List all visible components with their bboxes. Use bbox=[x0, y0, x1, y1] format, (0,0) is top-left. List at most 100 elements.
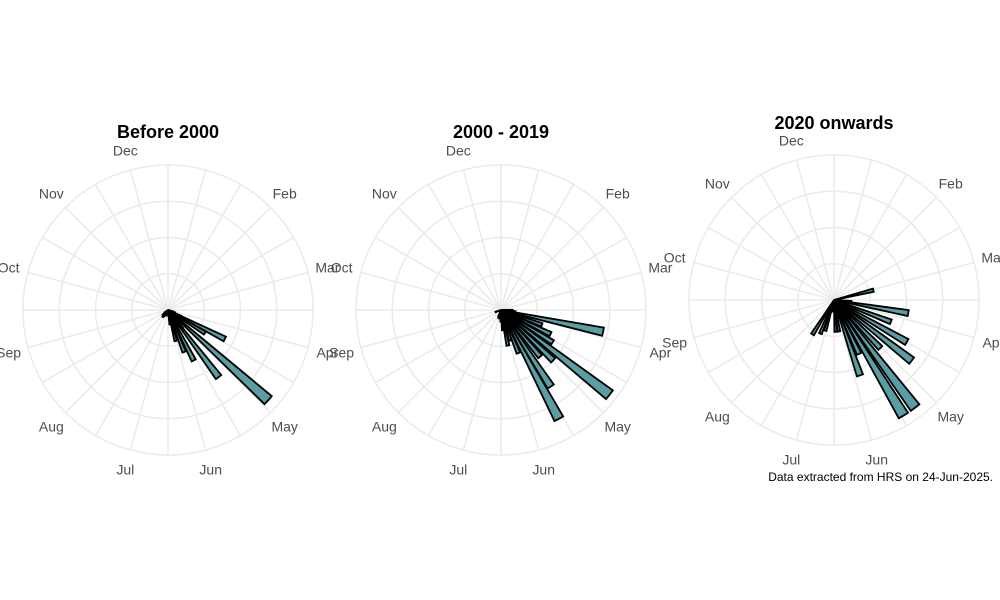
bar-3-1 bbox=[833, 287, 875, 301]
grid-spoke bbox=[397, 206, 502, 311]
bar-3-9 bbox=[833, 299, 910, 420]
panel-title-1: Before 2000 bbox=[117, 122, 219, 142]
bar-2-14 bbox=[500, 309, 511, 347]
grid-spoke bbox=[94, 184, 169, 311]
bar-2-18 bbox=[496, 309, 502, 319]
grid-spoke bbox=[760, 174, 835, 301]
grid-spoke bbox=[360, 271, 502, 311]
month-label-feb: Feb bbox=[606, 185, 630, 201]
month-label-jul: Jul bbox=[782, 451, 800, 467]
month-label-jul: Jul bbox=[449, 461, 467, 477]
grid-spoke bbox=[167, 236, 294, 311]
grid-spoke bbox=[64, 309, 169, 414]
grid-spoke bbox=[693, 299, 835, 339]
grid-spoke bbox=[833, 299, 975, 339]
bar-1-32 bbox=[167, 309, 172, 326]
bar-2-7 bbox=[500, 309, 615, 401]
grid-spoke bbox=[397, 309, 502, 414]
grid-spoke bbox=[833, 174, 908, 301]
bar-3-5 bbox=[833, 299, 910, 347]
grid-spoke bbox=[500, 169, 540, 311]
grid-spoke bbox=[708, 226, 835, 301]
grid-spoke bbox=[94, 309, 169, 436]
month-label-dec: Dec bbox=[446, 143, 471, 159]
month-label-dec: Dec bbox=[779, 133, 804, 149]
month-label-oct: Oct bbox=[0, 259, 20, 275]
month-label-may: May bbox=[937, 409, 963, 425]
bar-3-4 bbox=[833, 299, 893, 326]
grid-spoke bbox=[27, 309, 169, 349]
grid-spoke bbox=[167, 309, 309, 349]
bar-1-29 bbox=[167, 309, 197, 363]
bar-2-3 bbox=[500, 309, 605, 337]
grid-spoke bbox=[427, 309, 502, 436]
month-label-may: May bbox=[271, 419, 297, 435]
grid-spoke bbox=[375, 236, 502, 311]
month-label-sep: Sep bbox=[0, 345, 21, 361]
grid-spoke bbox=[500, 184, 575, 311]
bar-3-11 bbox=[833, 299, 865, 378]
panel-title-2: 2000 - 2019 bbox=[453, 122, 549, 142]
grid-spoke bbox=[462, 309, 502, 451]
grid-spoke bbox=[500, 206, 605, 311]
month-label-feb: Feb bbox=[273, 185, 297, 201]
grid-spoke bbox=[730, 196, 835, 301]
month-label-apr: Apr bbox=[649, 345, 671, 361]
month-label-oct: Oct bbox=[331, 259, 353, 275]
grid-spoke bbox=[167, 271, 309, 311]
month-label-apr: Apr bbox=[982, 335, 1000, 351]
grid-spoke bbox=[42, 236, 169, 311]
month-label-sep: Sep bbox=[329, 345, 354, 361]
grid-spoke bbox=[427, 184, 502, 311]
bar-1-26 bbox=[167, 309, 208, 336]
grid-spoke bbox=[708, 299, 835, 374]
month-label-nov: Nov bbox=[39, 185, 64, 201]
bar-2-8 bbox=[500, 309, 557, 364]
grid-spoke bbox=[129, 169, 169, 311]
bar-3-16 bbox=[817, 299, 835, 336]
grid-spoke bbox=[730, 299, 835, 404]
bar-3-10 bbox=[833, 299, 863, 357]
month-label-jul: Jul bbox=[116, 461, 134, 477]
month-label-jun: Jun bbox=[532, 461, 555, 477]
grid-spoke bbox=[375, 309, 502, 384]
month-label-aug: Aug bbox=[372, 419, 397, 435]
grid-spoke bbox=[833, 196, 938, 301]
grid-spoke bbox=[129, 309, 169, 451]
month-label-mar: Mar bbox=[648, 259, 672, 275]
month-label-oct: Oct bbox=[664, 249, 686, 265]
month-label-nov: Nov bbox=[372, 185, 397, 201]
bar-3-3 bbox=[833, 299, 910, 318]
grid-spoke bbox=[500, 236, 627, 311]
month-label-apr: Apr bbox=[316, 345, 338, 361]
grid-spoke bbox=[462, 169, 502, 311]
month-label-aug: Aug bbox=[39, 419, 64, 435]
grid-spoke bbox=[42, 309, 169, 384]
grid-spoke bbox=[27, 271, 169, 311]
grid-spoke bbox=[833, 159, 873, 301]
grid-spoke bbox=[167, 169, 207, 311]
bar-2-9 bbox=[500, 309, 544, 360]
month-label-mar: Mar bbox=[981, 249, 1000, 265]
grid-spoke bbox=[833, 226, 960, 301]
month-label-sep: Sep bbox=[662, 335, 687, 351]
bar-3-17 bbox=[809, 299, 835, 337]
month-label-aug: Aug bbox=[705, 409, 730, 425]
bar-1-27 bbox=[167, 309, 274, 406]
panel-title-3: 2020 onwards bbox=[774, 113, 893, 133]
bar-2-19 bbox=[494, 309, 502, 314]
bar-1-30 bbox=[167, 309, 187, 354]
bar-3-6 bbox=[833, 299, 916, 366]
month-label-feb: Feb bbox=[939, 175, 963, 191]
grid-spoke bbox=[360, 309, 502, 349]
bar-3-8 bbox=[833, 299, 921, 413]
month-label-dec: Dec bbox=[113, 143, 138, 159]
month-label-may: May bbox=[604, 419, 630, 435]
grid-spoke bbox=[167, 206, 272, 311]
data-source-caption: Data extracted from HRS on 24-Jun-2025. bbox=[768, 470, 993, 484]
grid-spoke bbox=[167, 184, 242, 311]
bar-3-7 bbox=[833, 299, 884, 352]
